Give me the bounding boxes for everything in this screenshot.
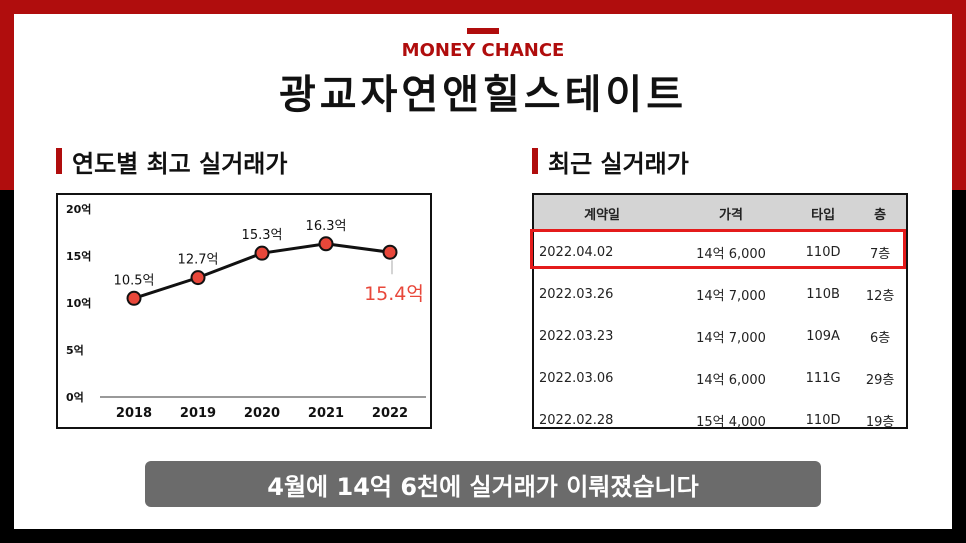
x-tick-label: 2021 — [308, 406, 344, 421]
data-label: 10.5억 — [114, 273, 155, 288]
cell-date: 2022.04.02 — [539, 244, 614, 260]
cell-type: 110D — [805, 244, 841, 260]
y-tick-label: 15억 — [66, 250, 91, 263]
x-tick-label: 2020 — [244, 406, 280, 421]
y-tick-label: 0억 — [66, 391, 84, 404]
table-section-title: 최근 실거래가 — [548, 149, 689, 178]
brand-accent-bar — [467, 28, 499, 34]
cell-date: 2022.02.28 — [539, 412, 614, 428]
chart-section-heading: 연도별 최고 실거래가 — [56, 146, 288, 178]
header-price: 가격 — [670, 195, 792, 231]
data-label: 15.4억 — [364, 283, 424, 305]
data-point — [382, 244, 398, 260]
cell-type: 111G — [805, 370, 841, 386]
cell-floor: 19층 — [865, 414, 895, 430]
table-row: 2022.04.02 14억 6,000 110D 7층 — [534, 231, 906, 273]
cell-price: 14억 7,000 — [696, 330, 766, 346]
table-header-row: 계약일 가격 타입 층 — [534, 195, 906, 231]
brand-name: MONEY CHANCE — [401, 40, 565, 61]
cell-type: 110B — [806, 286, 840, 302]
data-label: 16.3억 — [306, 219, 347, 234]
chart-container: 0억 5억 10억 15억 20억 2018 2019 2020 2021 2022 10.5억 12… — [56, 193, 432, 429]
data-label: 15.3억 — [242, 228, 283, 243]
cell-price: 15억 4,000 — [696, 414, 766, 430]
cell-floor: 6층 — [870, 330, 891, 346]
line-chart: 0억 5억 10억 15억 20억 2018 2019 2020 2021 2022 10.5억 12… — [66, 203, 426, 421]
data-label: 12.7억 — [178, 253, 219, 268]
section-accent-bar — [56, 148, 62, 174]
table-row: 2022.03.06 14억 6,000 111G 29층 — [534, 357, 906, 399]
data-point — [318, 236, 334, 252]
x-tick-label: 2018 — [116, 406, 152, 421]
cell-price: 14억 6,000 — [696, 246, 766, 262]
transactions-table: 계약일 가격 타입 층 2022.04.02 14억 6,000 110D 7층… — [534, 195, 906, 441]
table-row: 2022.03.23 14억 7,000 109A 6층 — [534, 315, 906, 357]
cell-type: 109A — [806, 328, 840, 344]
y-tick-label: 5억 — [66, 344, 84, 357]
cell-date: 2022.03.06 — [539, 370, 614, 386]
table-row: 2022.03.26 14억 7,000 110B 12층 — [534, 273, 906, 315]
header-date: 계약일 — [534, 195, 671, 231]
cell-date: 2022.03.23 — [539, 328, 614, 344]
header-floor: 층 — [854, 195, 906, 231]
cell-date: 2022.03.26 — [539, 286, 614, 302]
data-point — [254, 245, 270, 261]
cell-floor: 12층 — [865, 288, 895, 304]
summary-banner: 4월에 14억 6천에 실거래가 이뤄졌습니다 — [145, 461, 821, 507]
header-type: 타입 — [791, 195, 855, 231]
data-point — [126, 290, 142, 306]
cell-type: 110D — [805, 412, 841, 428]
y-tick-label: 10억 — [66, 297, 91, 310]
data-point — [190, 270, 206, 286]
page-title: 광교자연앤힐스테이트 — [279, 72, 687, 118]
cell-floor: 29층 — [865, 372, 895, 388]
table-row: 2022.02.28 15억 4,000 110D 19층 — [534, 399, 906, 441]
chart-section-title: 연도별 최고 실거래가 — [72, 149, 288, 178]
cell-price: 14억 6,000 — [696, 372, 766, 388]
cell-price: 14억 7,000 — [696, 288, 766, 304]
cell-floor: 7층 — [870, 246, 891, 262]
y-tick-label: 20억 — [66, 203, 91, 216]
table-container: 계약일 가격 타입 층 2022.04.02 14억 6,000 110D 7층… — [532, 193, 908, 430]
x-tick-label: 2019 — [180, 406, 216, 421]
table-section-heading: 최근 실거래가 — [532, 146, 689, 178]
section-accent-bar — [532, 148, 538, 174]
x-tick-label: 2022 — [372, 406, 408, 421]
